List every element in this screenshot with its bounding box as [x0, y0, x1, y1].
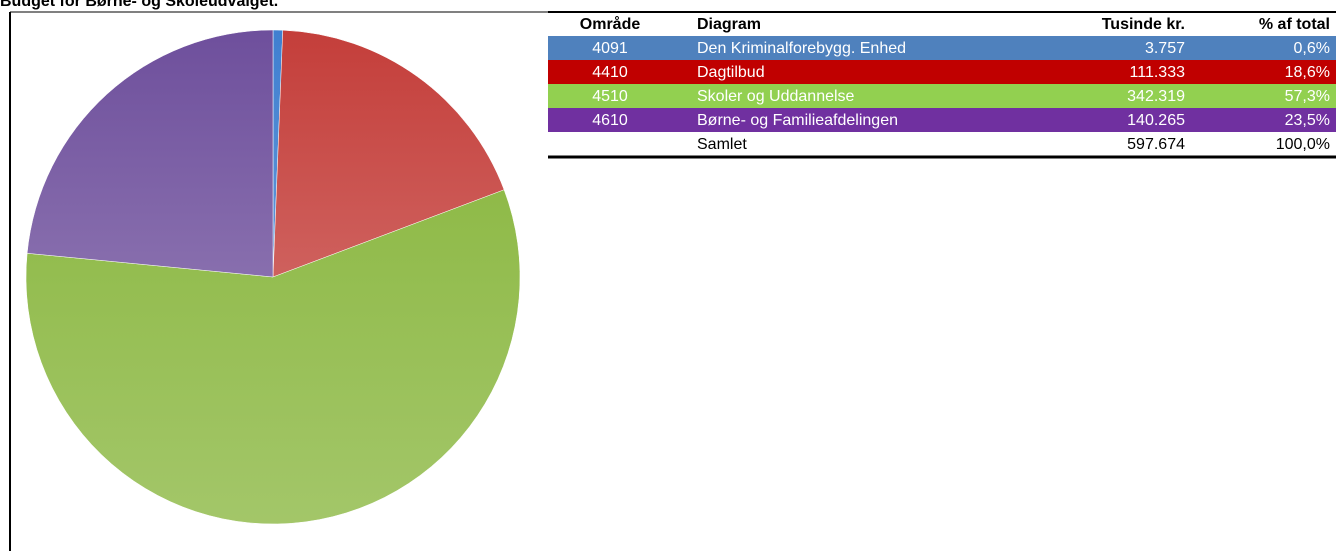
table-row: [548, 60, 1336, 84]
table-cell: 23,5%: [1285, 112, 1330, 129]
table-cell: Børne- og Familieafdelingen: [697, 112, 898, 129]
table-cell: 4091: [592, 40, 628, 57]
table-cell: Dagtilbud: [697, 64, 765, 81]
total-value: 597.674: [1127, 136, 1185, 153]
table-cell: 3.757: [1145, 40, 1185, 57]
column-header: % af total: [1259, 16, 1330, 33]
table-cell: 140.265: [1127, 112, 1185, 129]
table-cell: 57,3%: [1285, 88, 1330, 105]
column-header: Område: [580, 15, 641, 33]
table-cell: Den Kriminalforebygg. Enhed: [697, 40, 906, 57]
table-cell: 0,6%: [1294, 40, 1330, 57]
table-cell: 342.319: [1127, 88, 1185, 105]
column-header: Tusinde kr.: [1102, 16, 1185, 33]
total-percent: 100,0%: [1276, 136, 1330, 153]
table-cell: 4510: [592, 88, 628, 105]
column-header: Diagram: [697, 16, 761, 33]
table-cell: 4610: [592, 112, 628, 129]
pie-slice: [272, 29, 505, 278]
pie-slice: [26, 29, 274, 278]
table-cell: 4410: [592, 64, 628, 81]
chart-title: Budget for Børne- og Skoleudvalget.: [0, 0, 278, 10]
table-cell: Skoler og Uddannelse: [697, 88, 855, 105]
table-row: [548, 36, 1336, 60]
table-row: [548, 108, 1336, 132]
pie-slice: [25, 189, 521, 525]
total-label: Samlet: [697, 136, 747, 153]
table-row: [548, 84, 1336, 108]
table-cell: 111.333: [1130, 64, 1186, 81]
table-cell: 18,6%: [1285, 64, 1330, 81]
